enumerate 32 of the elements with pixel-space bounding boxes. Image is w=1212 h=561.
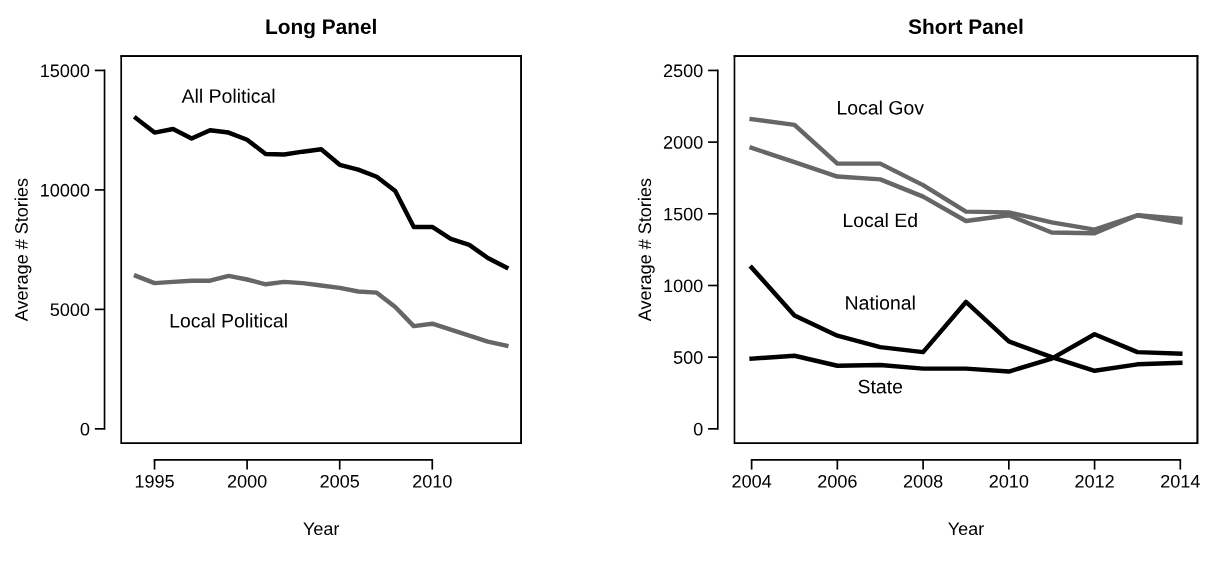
x-tick-label: 2006: [818, 474, 857, 488]
x-tick-label: 2000: [227, 474, 267, 488]
y-tick-label: 15000: [41, 64, 90, 78]
y-tick-label: 500: [673, 351, 703, 364]
x-axis-title: Year: [303, 522, 340, 536]
x-tick-label: 2014: [1161, 474, 1200, 488]
chart-title: Long Panel: [266, 18, 376, 39]
y-tick-label: 0: [693, 422, 703, 436]
y-axis-title: Average # Stories: [637, 178, 655, 322]
y-axis-title: Average # Stories: [14, 178, 32, 322]
x-tick-label: 2008: [903, 474, 943, 488]
x-axis-title: Year: [948, 522, 984, 536]
series-label: State: [858, 379, 903, 394]
series-label: National: [846, 295, 915, 310]
y-tick-label: 2500: [663, 64, 703, 78]
x-tick-label: 1995: [135, 474, 174, 488]
y-tick-label: 0: [80, 422, 90, 436]
y-tick-label: 1000: [664, 279, 703, 293]
y-tick-label: 1500: [664, 207, 703, 221]
x-tick-label: 2004: [732, 474, 772, 488]
chart-title: Short Panel: [908, 18, 1023, 35]
x-tick-label: 2010: [413, 474, 452, 488]
x-tick-label: 2005: [320, 474, 360, 488]
series-label: Local Political: [170, 313, 287, 328]
y-tick-label: 2000: [663, 136, 703, 149]
x-tick-label: 2010: [989, 474, 1029, 488]
series-label: Local Gov: [838, 100, 924, 115]
y-tick-label: 10000: [41, 183, 90, 197]
x-tick-label: 2012: [1075, 474, 1114, 488]
series-label: Local Ed: [843, 212, 917, 228]
series-label: All Political: [181, 88, 275, 103]
y-tick-label: 5000: [50, 303, 90, 317]
